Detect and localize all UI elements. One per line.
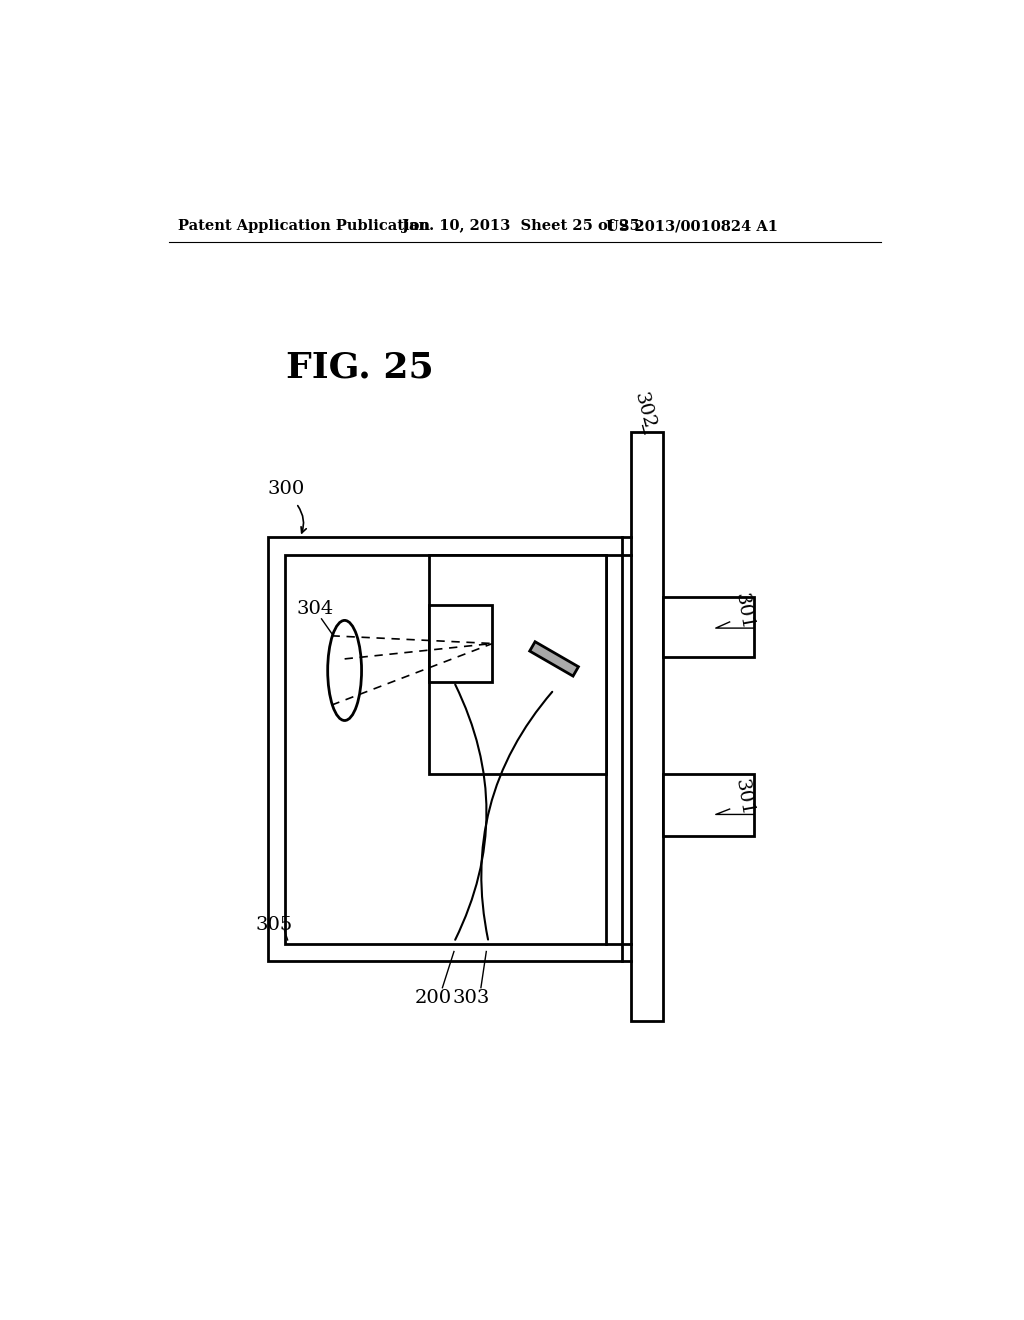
Text: US 2013/0010824 A1: US 2013/0010824 A1 xyxy=(606,219,778,234)
Text: 200: 200 xyxy=(415,989,452,1007)
Bar xyxy=(429,554,606,775)
Bar xyxy=(664,775,755,836)
Bar xyxy=(429,605,493,682)
Polygon shape xyxy=(529,642,579,676)
Bar xyxy=(285,554,606,944)
Text: 304: 304 xyxy=(296,599,334,618)
Text: 301: 301 xyxy=(731,591,756,631)
Text: 301: 301 xyxy=(731,777,756,817)
Text: FIG. 25: FIG. 25 xyxy=(286,351,434,385)
Bar xyxy=(631,432,664,1020)
Text: 303: 303 xyxy=(453,989,489,1007)
Bar xyxy=(664,598,755,657)
Text: Patent Application Publication: Patent Application Publication xyxy=(178,219,430,234)
Text: 302: 302 xyxy=(631,391,658,432)
Text: 300: 300 xyxy=(267,480,305,499)
Text: Jan. 10, 2013  Sheet 25 of 25: Jan. 10, 2013 Sheet 25 of 25 xyxy=(401,219,639,234)
Ellipse shape xyxy=(328,620,361,721)
Text: 305: 305 xyxy=(255,916,293,933)
Bar xyxy=(267,537,622,961)
